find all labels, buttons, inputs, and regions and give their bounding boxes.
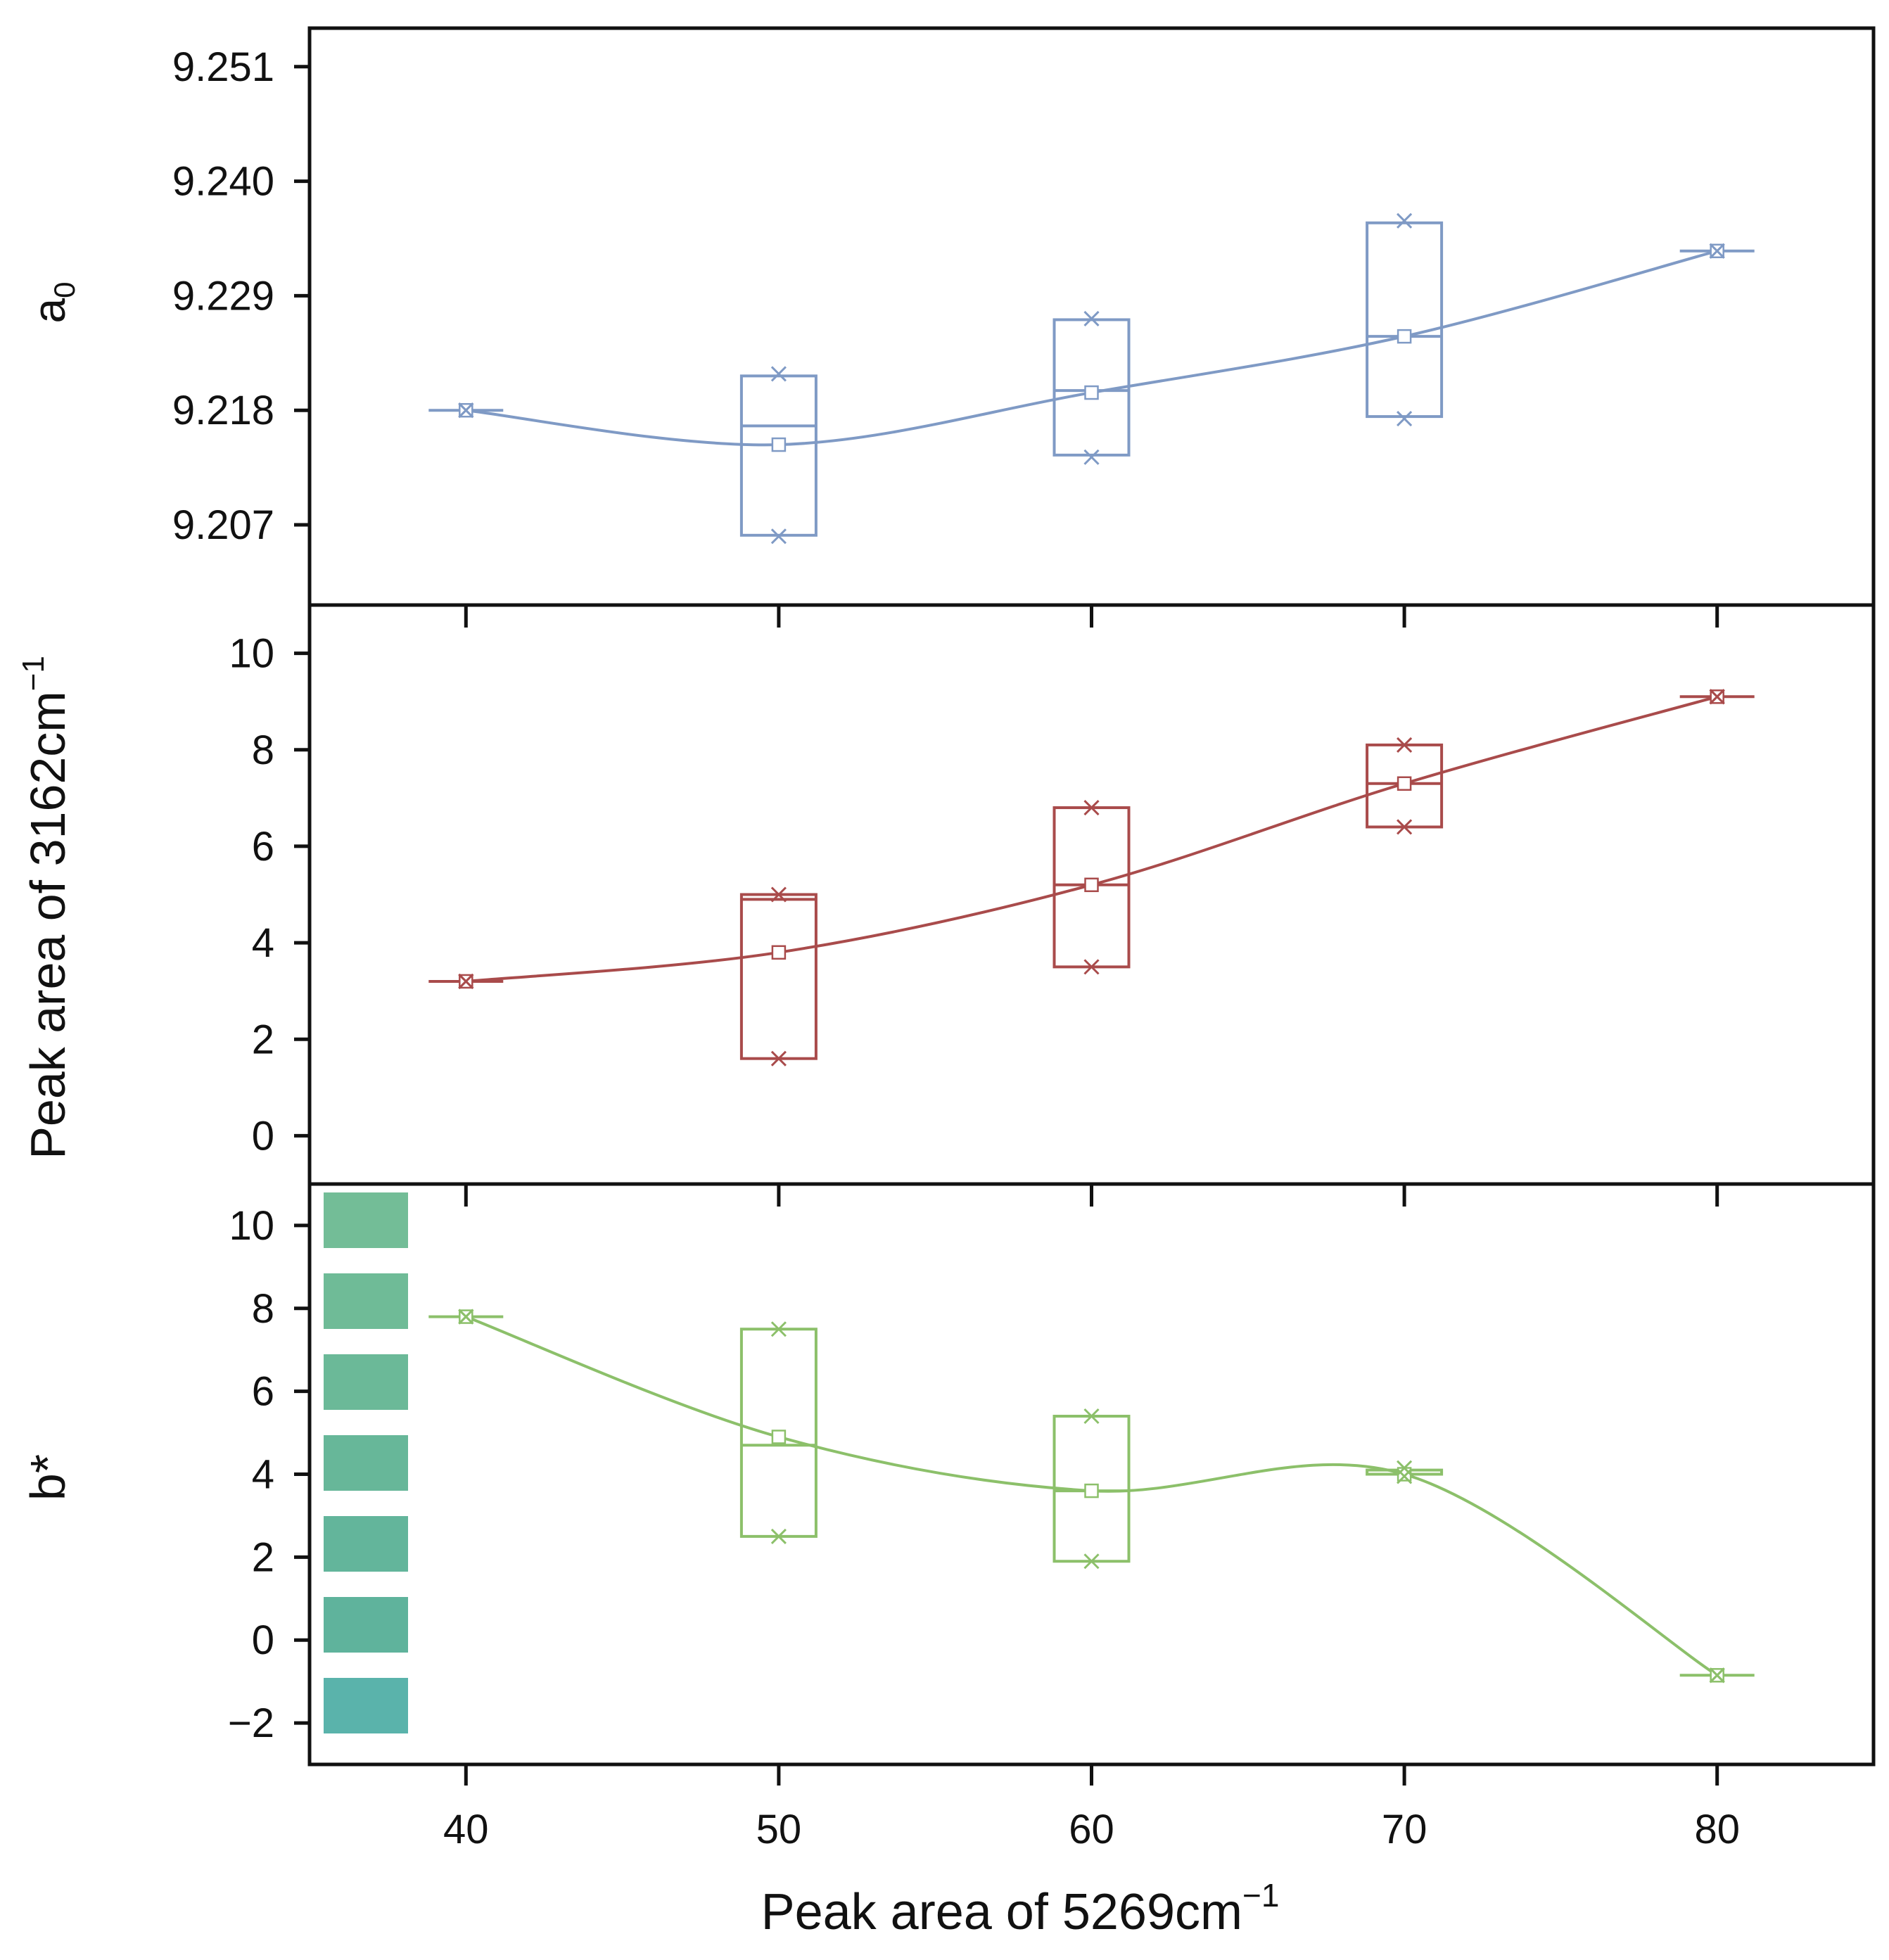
mean-marker — [1397, 329, 1412, 344]
x-axis-label: Peak area of 5269cm−1 — [761, 1877, 1280, 1940]
min-marker — [770, 528, 787, 545]
x-tick-label: 80 — [1694, 1807, 1740, 1852]
max-marker — [1083, 310, 1100, 327]
y-label-peak3162: Peak area of 3162cm−1 — [16, 656, 75, 1159]
trend-line — [466, 249, 1718, 447]
max-marker — [1397, 737, 1413, 753]
panel-bstar: −2 0 2 4 6 8 10 — [228, 1182, 1876, 1767]
color-swatch — [324, 1354, 408, 1410]
y-tick-label: 9.251 — [172, 44, 274, 90]
x-tick-label: 60 — [1069, 1807, 1114, 1852]
y-tick-label: 9.240 — [172, 159, 274, 205]
y-tick-label: 0 — [252, 1113, 274, 1159]
max-marker — [1083, 1408, 1100, 1425]
min-marker — [1083, 1553, 1100, 1570]
mean-marker — [1084, 1483, 1099, 1498]
color-swatch — [324, 1597, 408, 1653]
mean-marker — [771, 437, 787, 452]
plot-frame — [307, 26, 1876, 607]
max-marker — [1709, 243, 1725, 259]
min-marker — [1083, 959, 1100, 975]
y-tick-label: 6 — [252, 1369, 274, 1415]
x-tick-label: 70 — [1382, 1807, 1427, 1852]
max-marker — [458, 973, 474, 990]
color-swatch — [324, 1678, 408, 1733]
max-marker — [1709, 689, 1725, 705]
y-tick-label: 4 — [252, 920, 274, 966]
y-label-bstar: b* — [20, 1454, 75, 1501]
max-marker — [458, 402, 474, 419]
box — [739, 893, 818, 1060]
x-tick-label: 40 — [443, 1807, 489, 1852]
box — [739, 374, 818, 537]
min-marker — [1083, 449, 1100, 465]
box — [1366, 221, 1444, 419]
y-tick-label: 8 — [252, 727, 274, 773]
color-swatch — [324, 1516, 408, 1572]
mean-marker — [1397, 1467, 1412, 1482]
color-swatch — [324, 1435, 408, 1491]
plot-frame — [307, 603, 1876, 1186]
max-marker — [1083, 799, 1100, 816]
max-marker — [1397, 1460, 1413, 1476]
y-tick-label: 6 — [252, 824, 274, 870]
plot-frame — [307, 1182, 1876, 1767]
y-tick-label: 9.229 — [172, 273, 274, 319]
panel-a0: 9.207 9.218 9.229 9.240 9.251 — [172, 26, 1876, 607]
color-swatch — [324, 1192, 408, 1248]
y-tick-label: 8 — [252, 1286, 274, 1332]
mean-marker — [1397, 776, 1412, 791]
max-marker — [770, 366, 787, 382]
color-swatch — [324, 1273, 408, 1329]
min-marker — [1397, 410, 1413, 427]
y-tick-label: 2 — [252, 1017, 274, 1062]
max-marker — [1397, 212, 1413, 229]
y-tick-label: 2 — [252, 1534, 274, 1580]
max-marker — [770, 1321, 787, 1337]
y-label-a0: a0 — [24, 282, 81, 324]
mean-marker — [771, 1430, 787, 1444]
min-marker — [770, 1528, 787, 1544]
y-tick-label: 9.218 — [172, 388, 274, 433]
min-marker — [770, 1050, 787, 1067]
x-tick-label: 50 — [756, 1807, 802, 1852]
panel-peak3162: 0 2 4 6 8 10 — [229, 603, 1876, 1186]
max-marker — [458, 1309, 474, 1325]
mean-marker — [771, 945, 787, 960]
y-tick-label: 10 — [229, 631, 274, 677]
y-tick-label: 10 — [229, 1203, 274, 1249]
mean-marker — [1084, 877, 1099, 893]
trend-line — [466, 695, 1718, 983]
y-tick-label: −2 — [228, 1700, 274, 1746]
mean-marker — [1084, 385, 1099, 400]
min-marker — [1397, 819, 1413, 835]
y-tick-label: 4 — [252, 1452, 274, 1498]
max-marker — [770, 886, 787, 903]
y-tick-label: 0 — [252, 1617, 274, 1663]
y-tick-label: 9.207 — [172, 502, 274, 548]
max-marker — [1709, 1667, 1725, 1684]
